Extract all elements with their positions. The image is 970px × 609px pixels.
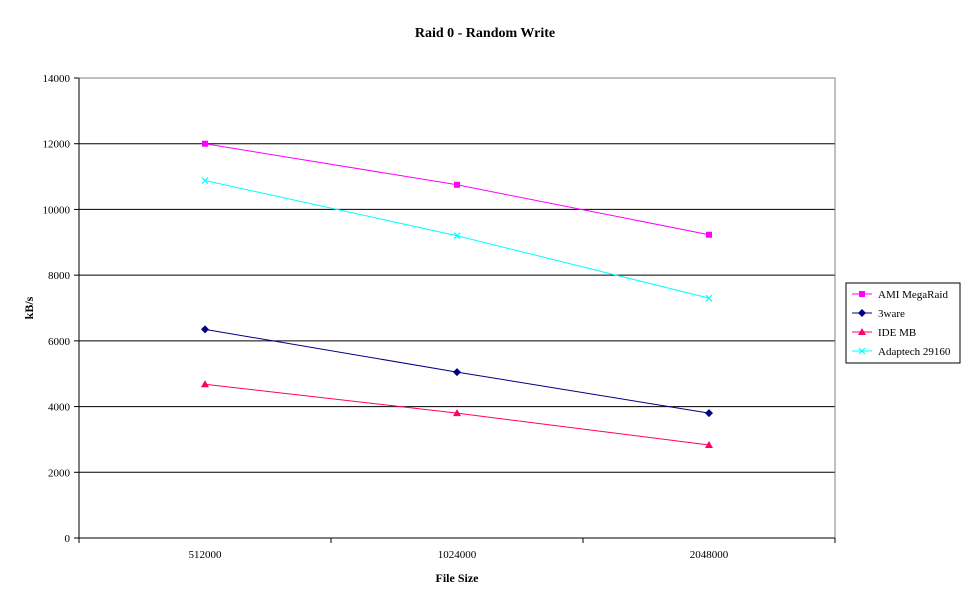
y-tick-label: 2000	[48, 467, 71, 479]
y-tick-label: 4000	[48, 402, 71, 414]
data-point	[453, 232, 461, 240]
data-point	[202, 140, 208, 147]
legend-marker	[858, 309, 866, 317]
y-tick-label: 6000	[48, 336, 71, 348]
y-tick-label: 12000	[43, 139, 71, 151]
data-point	[705, 409, 713, 418]
series-line	[204, 143, 710, 236]
data-point	[705, 294, 713, 302]
legend-label: IDE MB	[878, 327, 916, 339]
data-point	[705, 441, 713, 449]
series-ide-mb	[201, 380, 713, 449]
y-tick-label: 14000	[43, 73, 71, 85]
legend-marker	[859, 291, 865, 297]
series-adaptech-29160	[201, 177, 713, 302]
data-point	[454, 181, 460, 188]
y-tick-label: 10000	[43, 204, 71, 216]
series-3ware	[201, 325, 713, 418]
chart-title: Raid 0 - Random Write	[415, 26, 555, 41]
plot-area	[78, 77, 836, 539]
legend-marker	[858, 328, 866, 335]
y-tick-label: 8000	[48, 270, 71, 282]
data-point	[706, 231, 712, 238]
x-axis-title: File Size	[436, 571, 480, 585]
data-point	[201, 325, 209, 334]
legend-label: Adaptech 29160	[878, 346, 951, 358]
data-point	[201, 177, 209, 184]
data-point	[453, 409, 461, 417]
legend-marker	[858, 347, 866, 355]
x-tick-label: 512000	[189, 549, 223, 561]
series-ami-megaraid	[202, 140, 712, 238]
x-tick-label: 2048000	[690, 549, 729, 561]
legend-label: 3ware	[878, 308, 905, 320]
y-axis-title: kB/s	[22, 296, 36, 319]
data-point	[453, 368, 461, 377]
series-line	[204, 180, 710, 299]
data-point	[201, 380, 209, 388]
y-tick-label: 0	[65, 533, 71, 545]
x-tick-label: 1024000	[438, 549, 477, 561]
legend-label: AMI MegaRaid	[878, 289, 948, 301]
